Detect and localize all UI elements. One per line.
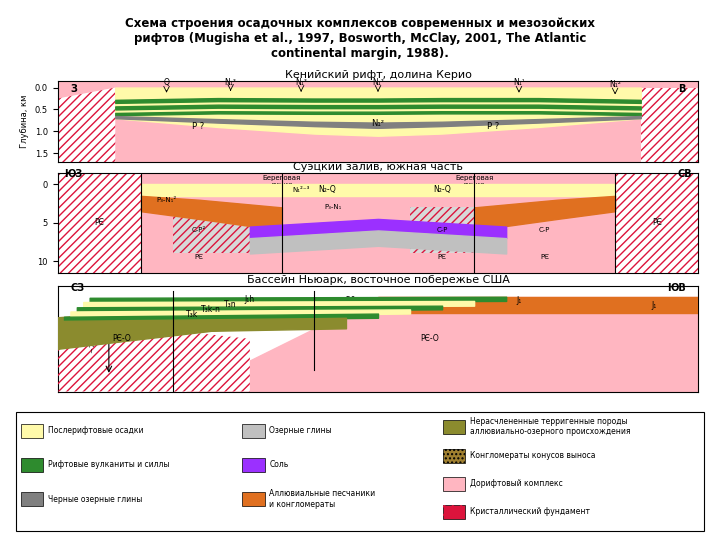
- Text: Рифтовые вулканиты и силлы: Рифтовые вулканиты и силлы: [48, 460, 170, 469]
- Text: J₁: J₁: [516, 296, 521, 306]
- Bar: [243, 423, 265, 437]
- Polygon shape: [58, 318, 250, 392]
- Polygon shape: [410, 207, 493, 253]
- Text: PЄ: PЄ: [540, 254, 549, 260]
- Text: C-P: C-P: [436, 227, 448, 233]
- Text: C-P²: C-P²: [192, 227, 206, 233]
- Polygon shape: [58, 302, 282, 349]
- Text: Нерасчлененные терригенные породы
аллювиально-озерного происхождения: Нерасчлененные терригенные породы аллюви…: [470, 417, 631, 436]
- Text: PЄ: PЄ: [438, 254, 446, 260]
- Text: СВ: СВ: [678, 168, 692, 179]
- Polygon shape: [641, 87, 698, 162]
- Text: N₁¹: N₁¹: [513, 78, 525, 87]
- Text: Кристаллический фундамент: Кристаллический фундамент: [470, 507, 590, 516]
- Text: P ?: P ?: [487, 123, 500, 131]
- Text: ЮВ: ЮВ: [667, 284, 685, 293]
- Bar: [443, 505, 465, 519]
- Text: Соль: Соль: [269, 460, 289, 469]
- Text: N₁³: N₁³: [225, 78, 237, 87]
- Text: N₁²: N₁²: [372, 119, 384, 128]
- Text: N₁²: N₁²: [609, 80, 621, 89]
- Text: Послерифтовые осадки: Послерифтовые осадки: [48, 426, 144, 435]
- Text: C-P: C-P: [539, 227, 550, 233]
- Polygon shape: [58, 81, 698, 162]
- Bar: [443, 477, 465, 491]
- Bar: [443, 449, 465, 463]
- Text: PЄ: PЄ: [652, 218, 662, 227]
- Text: ~7-8 км: ~7-8 км: [90, 325, 96, 353]
- Bar: [443, 420, 465, 434]
- Y-axis label: Глубина, км: Глубина, км: [20, 95, 30, 148]
- Text: ~ 50 км: ~ 50 км: [337, 296, 368, 305]
- Text: PЄ-O: PЄ-O: [112, 334, 131, 343]
- Text: Дорифтовый комплекс: Дорифтовый комплекс: [470, 480, 562, 488]
- Text: Береговая
линия: Береговая линия: [263, 175, 301, 188]
- Title: Суэцкий залив, южная часть: Суэцкий залив, южная часть: [293, 162, 463, 172]
- Text: PЄ: PЄ: [194, 254, 203, 260]
- Title: Бассейн Ньюарк, восточное побережье США: Бассейн Ньюарк, восточное побережье США: [246, 275, 510, 286]
- Text: Схема строения осадочных комплексов современных и мезозойских
рифтов (Mugisha et: Схема строения осадочных комплексов совр…: [125, 17, 595, 60]
- Text: N₂-Q: N₂-Q: [318, 185, 336, 194]
- Bar: [243, 492, 265, 506]
- Polygon shape: [378, 297, 698, 313]
- Text: T₃k: T₃k: [186, 310, 198, 319]
- Polygon shape: [615, 173, 698, 273]
- Text: T₃k-n: T₃k-n: [202, 305, 221, 314]
- Bar: [243, 458, 265, 472]
- Text: T₃n: T₃n: [225, 300, 237, 309]
- Text: Конгломераты конусов выноса: Конгломераты конусов выноса: [470, 451, 595, 461]
- Polygon shape: [173, 207, 250, 253]
- Bar: [22, 423, 43, 437]
- Bar: [22, 492, 43, 506]
- Bar: [443, 449, 465, 463]
- Text: J₁h: J₁h: [245, 295, 255, 304]
- Text: P₃-N₁²: P₃-N₁²: [156, 197, 176, 202]
- Text: PЄ-O: PЄ-O: [420, 334, 438, 343]
- Text: ЮЗ: ЮЗ: [64, 168, 82, 179]
- Polygon shape: [58, 173, 698, 273]
- Text: В: В: [678, 84, 685, 94]
- Text: N₂-Q: N₂-Q: [433, 185, 451, 194]
- Title: Кенийский рифт, долина Керио: Кенийский рифт, долина Керио: [284, 70, 472, 80]
- Text: Озерные глины: Озерные глины: [269, 426, 332, 435]
- Text: PЄ: PЄ: [94, 218, 104, 227]
- Polygon shape: [58, 286, 698, 391]
- Text: N₁³: N₁³: [295, 78, 307, 87]
- Text: P₃-N₁: P₃-N₁: [325, 204, 342, 211]
- Text: З: З: [71, 84, 77, 94]
- Bar: [22, 458, 43, 472]
- Polygon shape: [186, 297, 698, 391]
- Text: J₁: J₁: [651, 301, 656, 309]
- Polygon shape: [58, 87, 115, 162]
- Text: N₁²: N₁²: [372, 78, 384, 87]
- Polygon shape: [58, 173, 141, 273]
- Bar: [443, 505, 465, 519]
- Text: Черные озерные глины: Черные озерные глины: [48, 495, 143, 504]
- Text: N₁²⁻³: N₁²⁻³: [292, 187, 310, 193]
- Text: Q: Q: [163, 78, 169, 87]
- Text: Береговая
линия: Береговая линия: [455, 175, 493, 188]
- Text: Аллювиальные песчаники
и конгломераты: Аллювиальные песчаники и конгломераты: [269, 489, 376, 509]
- Text: P ?: P ?: [192, 123, 204, 131]
- Text: СЗ: СЗ: [71, 284, 84, 293]
